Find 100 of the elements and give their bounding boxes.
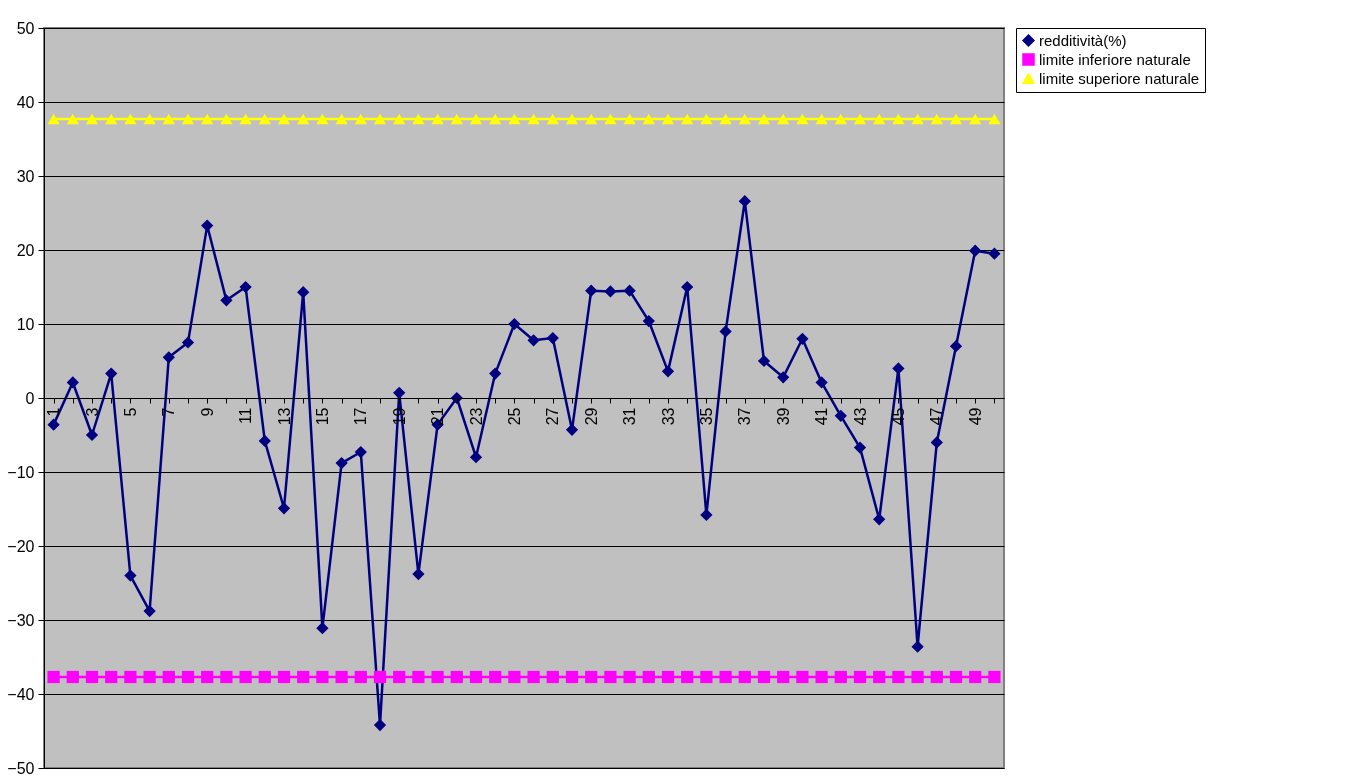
point [623,284,636,297]
point [201,113,214,125]
point [181,113,195,125]
y-tick-label: 30 [16,167,35,185]
point [66,376,79,389]
legend-label: redditività(%) [1039,31,1127,49]
x-tick-label: 23 [467,407,485,426]
point [508,670,521,684]
point [757,670,771,684]
point [892,113,905,125]
y-tick-label: 20 [16,241,35,259]
point [988,113,1001,125]
x-tick-label: 45 [889,407,907,426]
point [949,113,963,125]
point [738,670,751,684]
point [930,113,943,125]
x-tick-label: 43 [851,407,869,426]
point [162,351,175,364]
point [373,113,387,125]
point [815,376,828,389]
point [354,113,367,125]
point [911,670,924,684]
point [719,325,732,338]
point [489,113,502,125]
point [143,605,156,618]
point [316,113,329,125]
x-tick-label: 21 [429,407,447,426]
point [930,436,943,449]
x-tick-label: 19 [390,407,408,426]
point [105,670,118,684]
point [508,317,521,331]
point [585,670,598,684]
point [258,670,271,684]
point [393,386,406,399]
x-tick-label: 25 [505,407,523,426]
x-tick-label: 49 [966,407,984,426]
point [239,113,252,125]
point [565,670,579,684]
point [873,670,886,684]
point [546,331,559,345]
point [623,670,636,684]
x-tick-label: 15 [313,407,331,426]
point [335,670,348,684]
point [796,670,809,684]
point [489,670,502,684]
point [911,113,924,125]
point [527,113,540,125]
x-tick-label: 9 [198,407,216,417]
point [431,113,444,125]
point [162,670,175,684]
point [661,113,675,125]
point [316,622,329,635]
point [777,371,790,384]
x-tick-label: 39 [774,407,792,426]
point [757,354,771,368]
point [527,334,540,347]
point [853,441,867,454]
point [469,451,483,464]
point [239,670,252,684]
point [873,113,886,125]
point [892,670,905,684]
point [393,113,406,125]
x-tick-label: 11 [237,407,255,425]
point [969,244,982,257]
point [604,670,617,684]
point [527,670,540,684]
point [834,409,847,422]
point [565,113,579,125]
x-tick-label: 3 [83,407,101,417]
point [815,113,828,125]
point [604,113,617,125]
point [969,113,982,125]
x-tick-label: 5 [121,407,139,417]
x-tick-label: 41 [813,407,831,426]
x-tick-label: 13 [275,407,293,426]
point [105,113,118,125]
point [949,670,963,684]
x-tick-label: 29 [582,407,600,426]
x-tick-label: 17 [352,407,370,426]
y-tick-label: −40 [7,685,35,703]
point [565,423,579,436]
point [239,280,252,294]
point [642,670,655,684]
point [623,113,636,125]
point [162,113,175,125]
point [661,670,675,684]
point [777,113,790,125]
point [412,568,425,581]
point [585,284,598,297]
y-tick-label: 0 [25,389,35,407]
point [853,670,867,684]
point [124,569,137,582]
point [354,670,367,684]
x-tick-label: 31 [621,407,639,426]
point [642,113,655,125]
point [469,670,483,684]
point [297,670,310,684]
point [335,113,348,125]
point [681,113,694,125]
point [834,670,847,684]
